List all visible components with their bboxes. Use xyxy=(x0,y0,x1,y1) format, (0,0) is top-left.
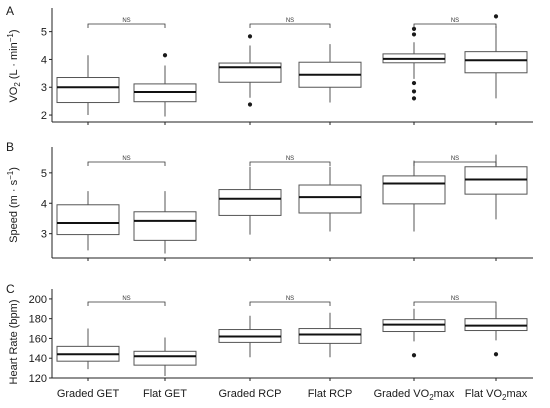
significance-label-a: NS xyxy=(122,18,130,24)
outlier-point-a-graded-vo2max xyxy=(411,96,417,101)
significance-bracket-a xyxy=(249,23,331,28)
y-tick-label-b: 5 xyxy=(41,168,47,180)
y-tick-label-a: 2 xyxy=(41,110,47,122)
significance-bracket-c xyxy=(413,301,497,306)
significance-bracket-c xyxy=(249,301,331,306)
outlier-point-a-graded-rcp xyxy=(247,102,253,107)
box-b-flat-rcp xyxy=(298,184,362,214)
x-tick-label-graded-get: Graded GET xyxy=(57,388,120,400)
x-tick-label-flat-vo2max: Flat VO2max xyxy=(465,388,528,402)
significance-label-b: NS xyxy=(451,156,459,162)
panel-label-a: A xyxy=(6,4,14,18)
outlier-point-a-graded-vo2max xyxy=(411,80,417,86)
box-a-graded-get xyxy=(56,77,120,104)
significance-label-b: NS xyxy=(286,156,294,162)
y-tick-label-a: 3 xyxy=(41,82,47,94)
box-b-flat-get xyxy=(133,211,197,241)
x-tick-label-graded-rcp: Graded RCP xyxy=(219,388,282,400)
y-tick-label-b: 3 xyxy=(41,229,47,241)
y-axis-title-c: Heart Rate (bpm) xyxy=(8,300,20,385)
y-tick-label-c: 200 xyxy=(29,294,47,306)
significance-label-c: NS xyxy=(451,296,459,302)
x-tick-label-flat-rcp: Flat RCP xyxy=(308,388,353,400)
y-axis-title-a: VO2 (L · min−1) xyxy=(6,29,22,102)
panel-label-b: B xyxy=(6,140,14,154)
box-b-graded-get xyxy=(56,204,120,236)
box-b-graded-rcp xyxy=(218,189,282,216)
panels-group: 2 3 4 5 NS NS NS 3 4 5 NS NS NS 120 140 160 180 200 NS NS NS xyxy=(29,8,533,385)
box-c-flat-get xyxy=(133,350,197,366)
y-tick-label-c: 180 xyxy=(29,314,47,326)
x-tick-label-flat-get: Flat GET xyxy=(143,388,187,400)
significance-label-b: NS xyxy=(122,156,130,162)
outlier-point-a-graded-vo2max xyxy=(411,32,417,37)
outlier-point-a-flat-get xyxy=(162,53,168,58)
outlier-point-a-flat-vo2max xyxy=(493,14,499,19)
y-tick-label-c: 160 xyxy=(29,333,47,345)
outlier-point-a-graded-vo2max xyxy=(411,26,417,31)
box-c-flat-rcp xyxy=(298,328,362,344)
panel-label-c: C xyxy=(6,282,15,296)
y-tick-label-a: 5 xyxy=(41,27,47,39)
outlier-point-a-graded-rcp xyxy=(247,34,253,39)
significance-bracket-b xyxy=(413,161,497,166)
significance-label-c: NS xyxy=(122,296,130,302)
significance-label-a: NS xyxy=(451,18,459,24)
significance-label-c: NS xyxy=(286,296,294,302)
significance-bracket-a xyxy=(87,23,166,28)
significance-bracket-b xyxy=(87,161,166,166)
y-tick-label-b: 4 xyxy=(41,198,47,210)
y-tick-label-a: 4 xyxy=(41,54,47,66)
outlier-point-a-graded-vo2max xyxy=(411,89,417,94)
significance-bracket-b xyxy=(249,161,331,166)
significance-bracket-c xyxy=(87,301,166,306)
box-a-graded-rcp xyxy=(218,62,282,83)
y-axis-title-b: Speed (m · s−1) xyxy=(6,167,20,243)
y-tick-label-c: 140 xyxy=(29,353,47,365)
box-b-graded-vo2max xyxy=(382,175,446,205)
x-tick-label-graded-vo2max: Graded VO2max xyxy=(374,388,455,402)
outlier-point-c-flat-vo2max xyxy=(493,352,499,357)
outlier-point-c-graded-vo2max xyxy=(411,353,417,358)
significance-label-a: NS xyxy=(286,18,294,24)
significance-bracket-a xyxy=(413,23,497,28)
y-tick-label-c: 120 xyxy=(29,373,47,385)
box-a-flat-vo2max xyxy=(464,51,528,74)
